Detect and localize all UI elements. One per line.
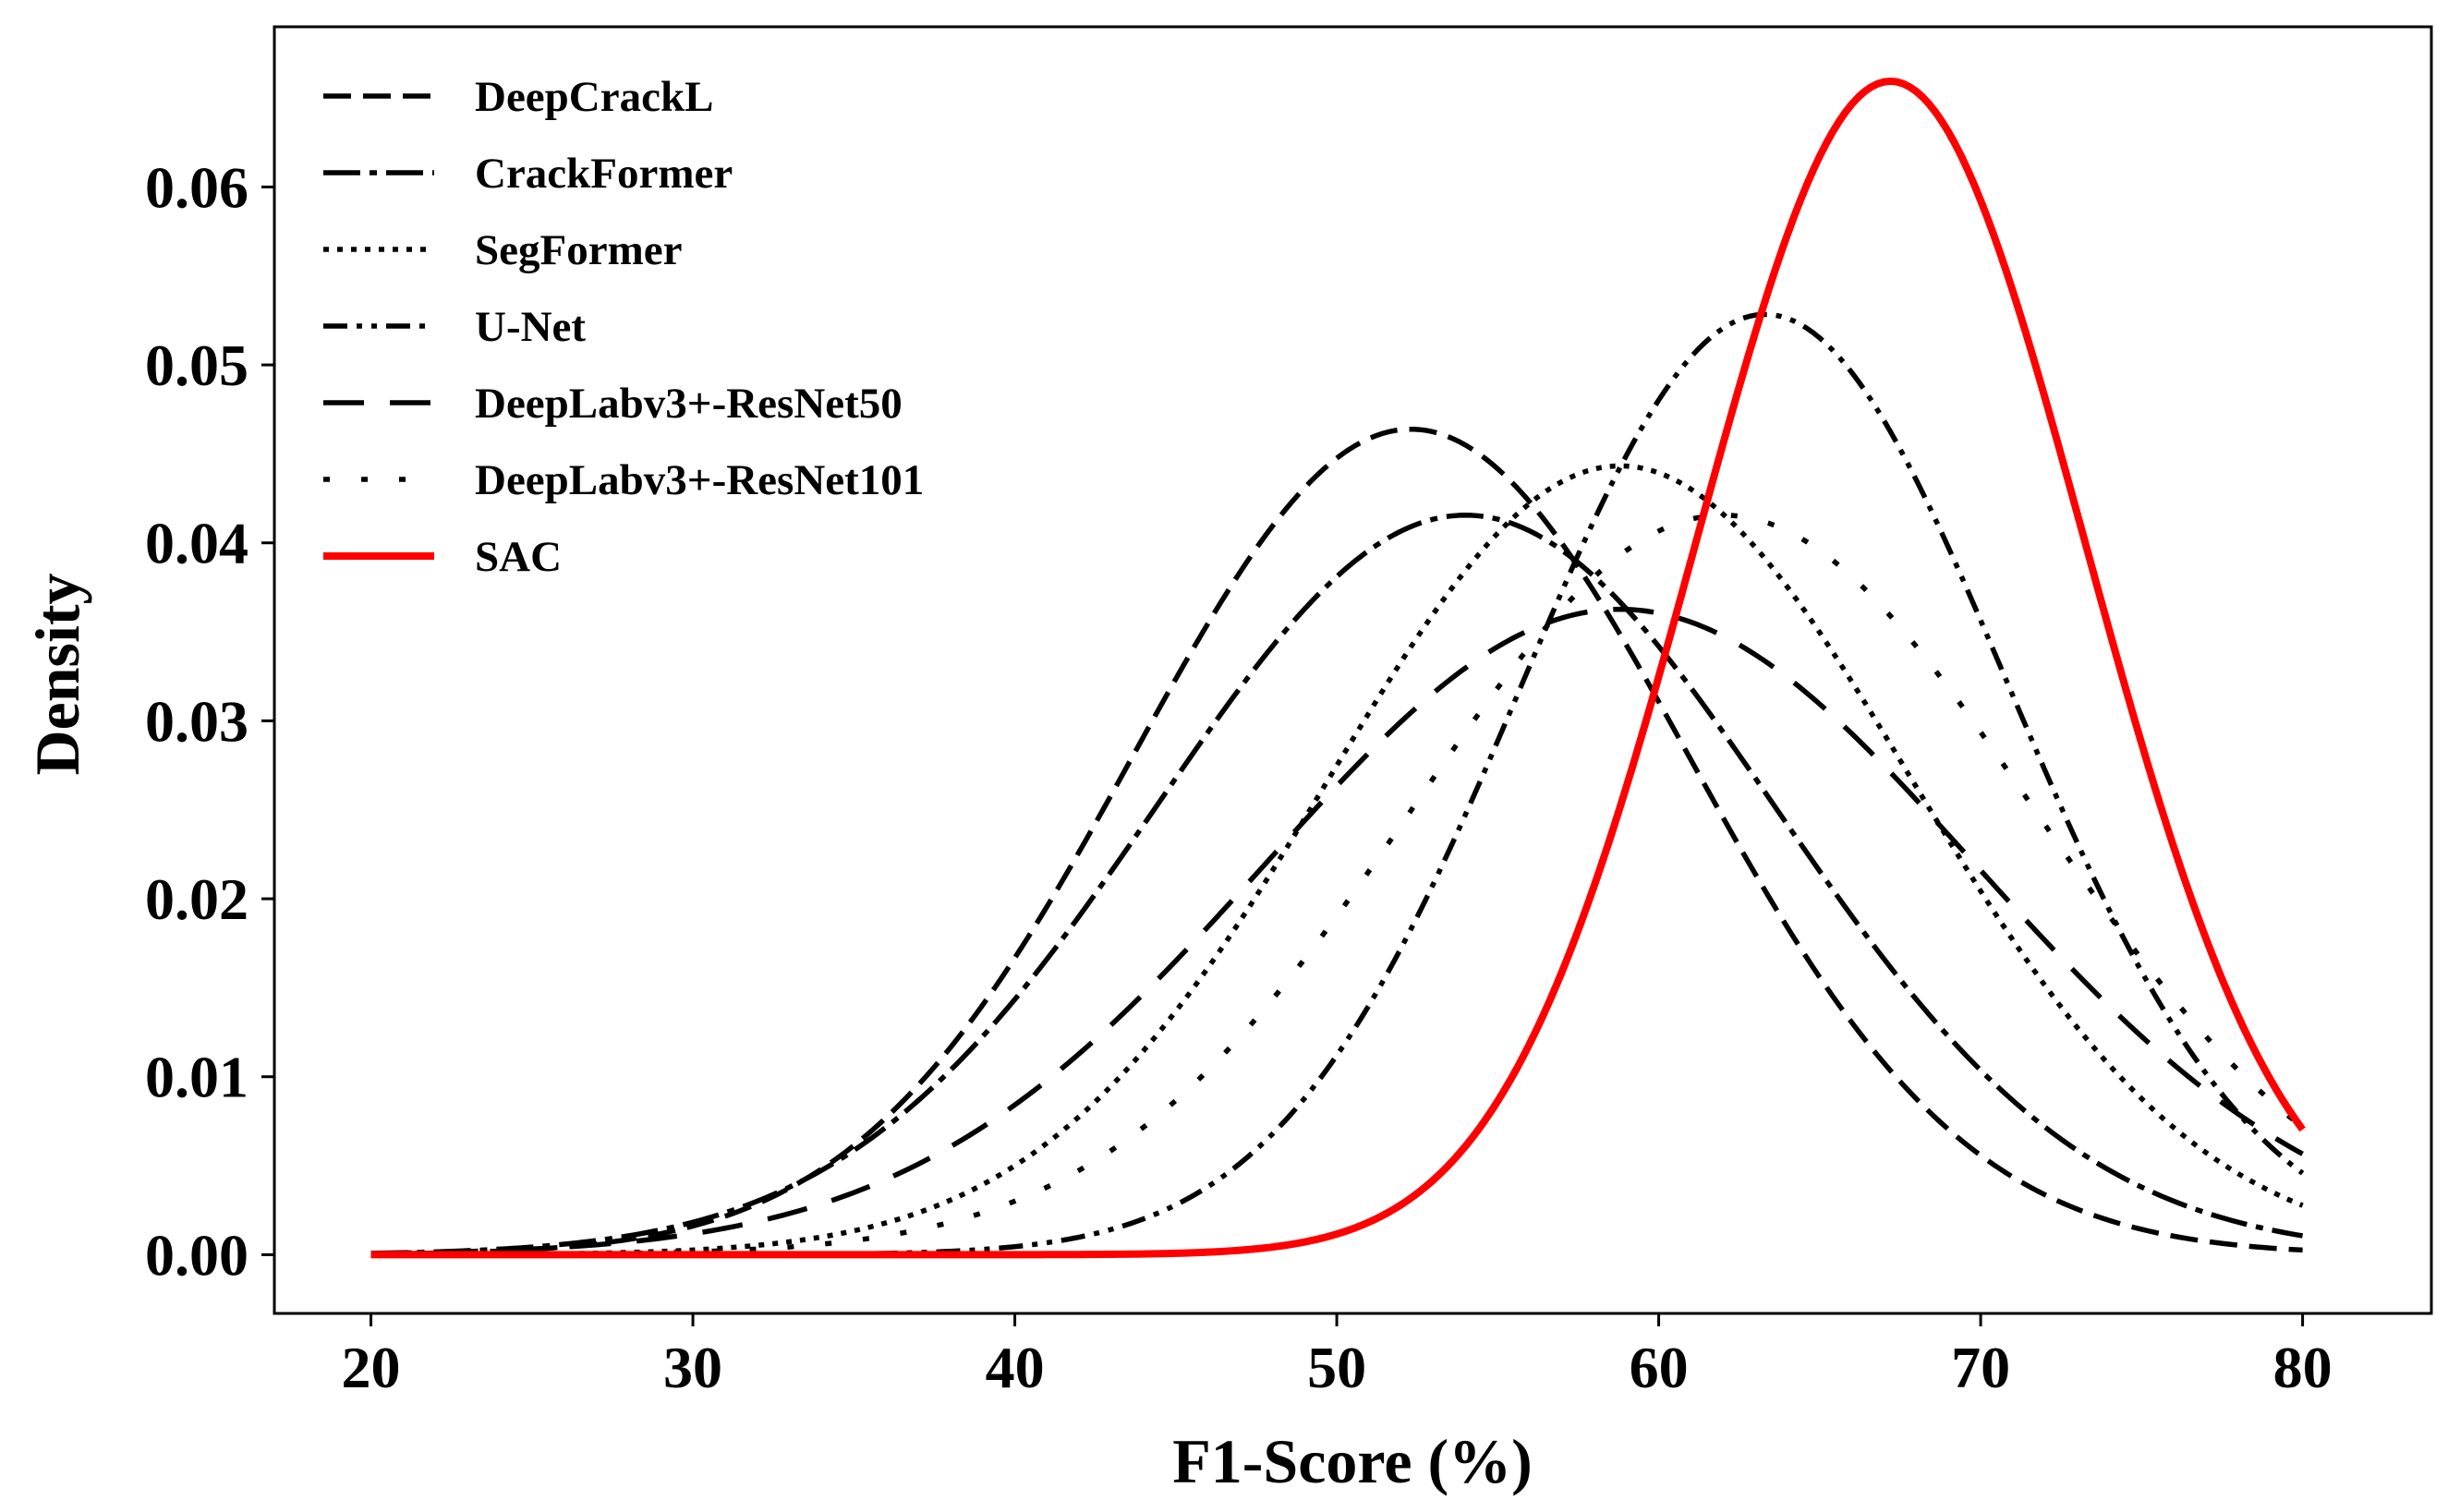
y-tick-label: 0.05: [145, 333, 248, 398]
x-tick-label: 70: [1951, 1335, 2010, 1400]
series-line-deeplabv3-resnet101: [370, 513, 2305, 1258]
x-tick-label: 60: [1630, 1335, 1689, 1400]
series-line-sac: [370, 77, 2306, 1259]
x-tick-label: 40: [986, 1335, 1045, 1400]
legend: DeepCrackL CrackFormer SegFormer U-Net DeepL…: [323, 73, 924, 581]
x-tick-label: 80: [2273, 1335, 2333, 1400]
x-axis-label: F1-Score (%): [1172, 1426, 1533, 1496]
y-tick-label: 0.06: [145, 154, 248, 220]
y-tick-label: 0.01: [145, 1045, 248, 1110]
x-tick-label: 50: [1307, 1335, 1366, 1400]
y-tick-label: 0.00: [145, 1222, 248, 1288]
series-layer: [370, 77, 2306, 1259]
y-axis: 0.00 0.01 0.02 0.03 0.04 0.05 0.06: [145, 154, 274, 1288]
series-line-crackformer: [370, 513, 2304, 1256]
series-line-segformer: [370, 463, 2304, 1258]
y-tick-label: 0.02: [145, 866, 248, 932]
series-line-deepcrackl: [370, 426, 2303, 1257]
x-axis: 20 30 40 50 60 70 80: [342, 1313, 2333, 1400]
y-tick-label: 0.03: [145, 688, 248, 754]
legend-label: U-Net: [475, 303, 586, 351]
legend-label: DeepCrackL: [475, 73, 713, 121]
plot-frame: [273, 25, 2433, 1315]
legend-label: DeepLabv3+-ResNet50: [475, 380, 903, 428]
y-axis-label: Density: [22, 573, 92, 775]
legend-label: SegFormer: [475, 226, 682, 274]
legend-label: CrackFormer: [475, 150, 733, 198]
y-tick-label: 0.04: [145, 511, 248, 576]
legend-label: DeepLabv3+-ResNet101: [475, 456, 924, 504]
x-tick-label: 30: [663, 1335, 722, 1400]
legend-label: SAC: [475, 533, 562, 581]
x-tick-label: 20: [342, 1335, 401, 1400]
series-line-deeplabv3-resnet50: [370, 606, 2304, 1256]
